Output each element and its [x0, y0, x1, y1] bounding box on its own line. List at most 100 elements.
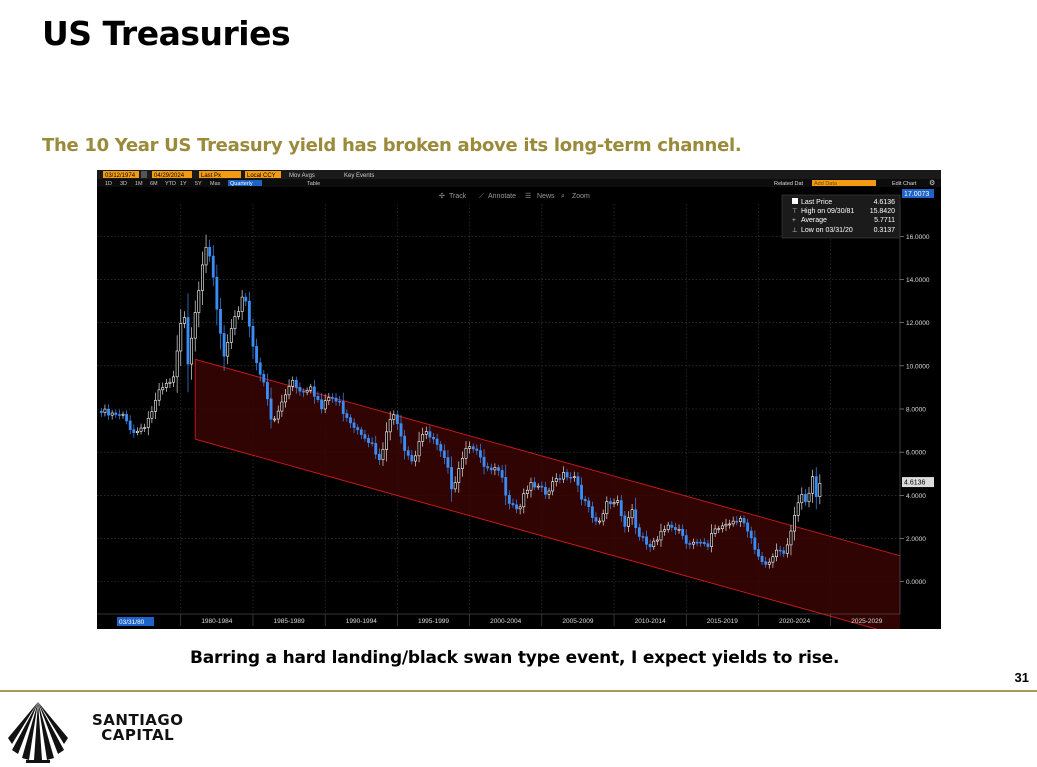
end-date: 04/29/2024: [154, 173, 185, 179]
candle-body: [533, 482, 537, 488]
candle-body: [457, 468, 461, 483]
candle-body: [424, 431, 428, 435]
candle-body: [623, 515, 627, 527]
candle-body: [731, 520, 735, 525]
candle-body: [110, 412, 114, 416]
period-button-3d[interactable]: 3D: [120, 181, 127, 187]
candle-body: [432, 436, 435, 440]
gear-icon[interactable]: ⚙: [929, 179, 935, 187]
candle-body: [406, 450, 410, 456]
candle-body: [807, 492, 811, 502]
candle-body: [710, 533, 713, 547]
start-date: 03/12/1974: [105, 173, 136, 179]
candle-body: [251, 325, 255, 347]
candle-body: [330, 397, 334, 399]
price-field-select[interactable]: [199, 171, 241, 178]
candle-body: [551, 481, 555, 492]
candle-body: [323, 400, 327, 410]
candle-body: [753, 537, 757, 550]
candle-body: [367, 438, 370, 443]
candle-body: [713, 528, 717, 534]
mov-avgs-button[interactable]: Mov Avgs: [289, 173, 315, 179]
y-tick-label: 14.0000: [906, 277, 930, 284]
candle-body: [302, 390, 305, 393]
period-button-ytd[interactable]: YTD: [165, 181, 176, 187]
x-tick-label: 2010-2014: [635, 618, 666, 625]
candle-body: [146, 417, 150, 428]
candle-body: [410, 455, 414, 462]
candle-body: [785, 544, 789, 554]
table-button[interactable]: Table: [307, 181, 320, 187]
legend-high-value: 15.8420: [870, 208, 895, 215]
candle-body: [749, 530, 753, 539]
candle-body: [460, 457, 464, 469]
y-tick-label: 4.0000: [906, 493, 926, 500]
start-date-field[interactable]: [103, 171, 139, 178]
candle-body: [377, 453, 381, 460]
period-button-max[interactable]: Max: [210, 181, 221, 187]
edit-chart-button[interactable]: Edit Chart: [892, 181, 917, 187]
candle-body: [211, 255, 215, 278]
candle-body: [403, 435, 407, 451]
page-number: 31: [1014, 670, 1029, 685]
currency-select[interactable]: [245, 171, 281, 178]
frequency-select[interactable]: [228, 180, 262, 186]
candle-body: [258, 362, 262, 375]
last-price-swatch: [792, 198, 798, 204]
candle-body: [562, 472, 565, 480]
slide-caption: Barring a hard landing/black swan type e…: [190, 648, 840, 668]
candle-body: [107, 408, 110, 416]
period-button-1d[interactable]: 1D: [105, 181, 112, 187]
x-tick-label: 1990-1994: [346, 618, 377, 625]
add-data-placeholder: Add Data: [814, 181, 838, 187]
news-button[interactable]: News: [537, 193, 555, 200]
candle-body: [695, 541, 699, 544]
track-button[interactable]: Track: [449, 193, 467, 200]
period-buttons: 1D 3D 1M 6M YTD 1Y 5Y Max: [105, 181, 221, 187]
candle-body: [164, 383, 168, 388]
period-button-6m[interactable]: 6M: [150, 181, 158, 187]
candle-body: [522, 493, 526, 508]
slide-subtitle: The 10 Year US Treasury yield has broken…: [42, 135, 742, 156]
candle-body: [655, 539, 659, 542]
candle-body: [435, 438, 439, 445]
candle-body: [554, 478, 558, 482]
key-events-button[interactable]: Key Events: [344, 173, 374, 179]
candle-body: [128, 420, 132, 430]
period-button-5y[interactable]: 5Y: [195, 181, 202, 187]
candle-body: [648, 544, 652, 547]
legend-high-label: High on 09/30/81: [801, 208, 854, 215]
annotate-button[interactable]: Annotate: [488, 193, 516, 200]
calendar-icon[interactable]: [141, 171, 147, 178]
candle-body: [652, 540, 656, 547]
candle-body: [609, 501, 612, 505]
candle-body: [255, 346, 259, 364]
x-tick-label: 2015-2019: [707, 618, 738, 625]
candle-body: [197, 290, 201, 313]
candle-body: [179, 323, 183, 352]
period-button-1y[interactable]: 1Y: [180, 181, 187, 187]
candle-body: [349, 417, 352, 424]
y-tick-label: 2.0000: [906, 536, 926, 543]
candle-body: [497, 467, 500, 471]
candle-body: [803, 494, 807, 502]
candle-body: [793, 515, 796, 532]
add-data-input[interactable]: [812, 180, 876, 186]
candle-body: [482, 456, 486, 467]
candle-body: [540, 485, 544, 488]
candle-body: [782, 550, 786, 554]
candle-body: [298, 387, 302, 392]
candle-body: [186, 317, 190, 365]
end-date-field[interactable]: [152, 171, 192, 178]
candle-body: [312, 386, 316, 397]
candle-body: [645, 536, 648, 545]
candles: [99, 234, 822, 569]
candle-body: [182, 317, 186, 324]
candle-body: [688, 543, 692, 545]
candle-body: [525, 489, 529, 494]
candle-body: [507, 494, 511, 504]
zoom-button[interactable]: Zoom: [572, 193, 590, 200]
candle-body: [692, 541, 695, 545]
candle-body: [634, 509, 638, 528]
period-button-1m[interactable]: 1M: [135, 181, 143, 187]
